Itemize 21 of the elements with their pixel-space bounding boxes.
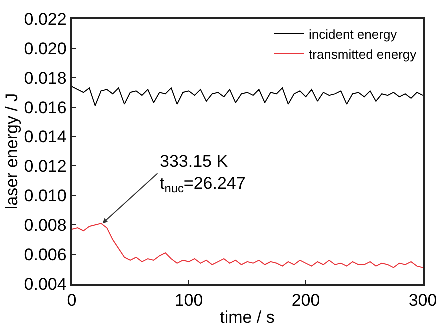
y-tick-label: 0.022 (24, 10, 67, 29)
y-axis-title: laser energy / J (2, 93, 22, 210)
x-tick-label: 100 (174, 291, 204, 310)
x-tick-label: 300 (408, 291, 438, 310)
x-tick-label: 0 (67, 291, 77, 310)
y-tick-label: 0.012 (24, 157, 67, 176)
y-tick-label: 0.018 (24, 68, 67, 88)
y-tick-label: 0.014 (24, 128, 67, 147)
line-series (72, 223, 423, 268)
annotation: 333.15 K t$_{nuc}$=26.247 (160, 152, 246, 196)
line-series (72, 86, 423, 106)
y-tick-label: 0.008 (24, 216, 67, 236)
y-tick-label: 0.016 (24, 98, 67, 118)
legend-label: incident energy (309, 27, 398, 42)
y-tick-label: 0.004 (24, 274, 67, 294)
y-tick-label: 0.020 (24, 39, 67, 58)
x-tick-label: 200 (292, 291, 320, 310)
x-axis-title: time / s (220, 308, 275, 328)
y-tick-label: 0.006 (24, 246, 67, 265)
legend-label: transmitted energy (309, 46, 418, 62)
y-tick-label: 0.010 (24, 186, 67, 206)
